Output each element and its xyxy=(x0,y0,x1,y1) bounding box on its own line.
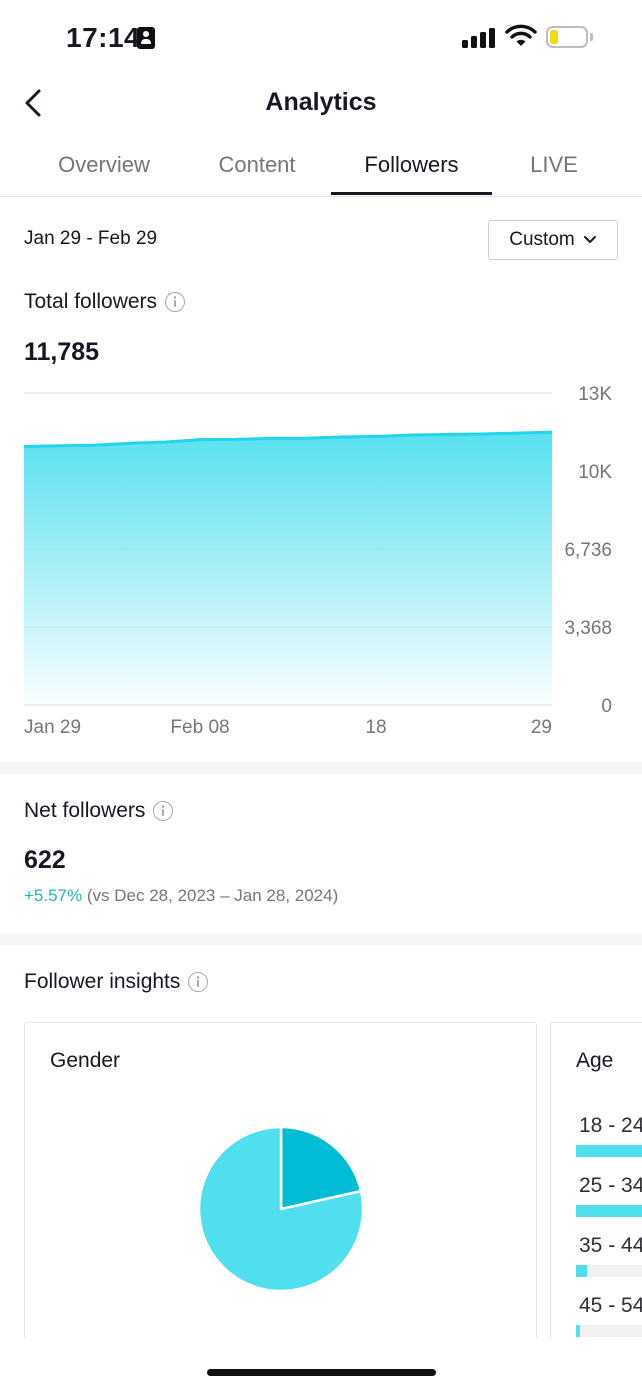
age-bar-track xyxy=(576,1325,642,1337)
status-time: 17:14 xyxy=(66,22,141,53)
age-group-label: 25 - 34 xyxy=(579,1174,642,1197)
tab-followers[interactable]: Followers xyxy=(364,152,459,177)
age-bar-fill xyxy=(576,1265,587,1277)
custom-dropdown-label: Custom xyxy=(509,229,575,250)
page-title: Analytics xyxy=(265,88,377,116)
age-group-label: 35 - 44 xyxy=(579,1234,642,1257)
net-followers-heading: Net followers xyxy=(24,799,174,823)
cellular-signal-icon xyxy=(462,28,496,48)
net-followers-change: +5.57% (vs Dec 28, 2023 – Jan 28, 2024) xyxy=(24,886,338,906)
tab-overview[interactable]: Overview xyxy=(58,152,150,177)
age-bar-track xyxy=(576,1265,642,1277)
age-bar-fill xyxy=(576,1325,580,1337)
x-tick-label: 18 xyxy=(365,717,386,738)
net-followers-label: Net followers xyxy=(24,799,146,822)
series-line xyxy=(23,430,553,448)
total-followers-label: Total followers xyxy=(24,290,158,313)
gender-card[interactable]: Gender xyxy=(24,1022,537,1352)
home-indicator[interactable] xyxy=(207,1369,436,1376)
info-icon[interactable] xyxy=(153,801,174,821)
age-group-label: 45 - 54 xyxy=(579,1294,642,1317)
total-followers-heading: Total followers xyxy=(24,290,186,314)
age-card-title: Age xyxy=(576,1049,614,1072)
change-percent: +5.57% xyxy=(24,886,83,905)
info-icon[interactable] xyxy=(188,972,209,992)
age-group-label: 18 - 24 xyxy=(579,1114,642,1137)
y-tick-label: 3,368 xyxy=(564,618,612,639)
comparison-period: (vs Dec 28, 2023 – Jan 28, 2024) xyxy=(86,886,339,905)
section-divider xyxy=(0,762,642,774)
back-arrow-icon[interactable] xyxy=(18,86,50,120)
bottom-safe-area xyxy=(0,1338,642,1389)
contact-card-icon xyxy=(137,27,155,49)
wifi-icon xyxy=(505,24,537,46)
tab-bar: Overview Content Followers LIVE xyxy=(0,140,642,197)
net-followers-value: 622 xyxy=(24,846,66,874)
age-bar-fill xyxy=(576,1145,642,1157)
active-tab-indicator xyxy=(331,192,492,195)
y-tick-label: 13K xyxy=(578,384,612,405)
total-followers-value: 11,785 xyxy=(24,338,100,366)
section-divider xyxy=(0,933,642,945)
chevron-down-icon xyxy=(583,236,596,243)
status-bar: 17:14 xyxy=(0,0,642,76)
follower-insights-heading: Follower insights xyxy=(24,970,209,994)
x-tick-label: Feb 08 xyxy=(170,717,229,738)
age-bar-track xyxy=(576,1145,642,1157)
gender-pie-chart xyxy=(197,1125,365,1293)
y-tick-label: 6,736 xyxy=(564,540,612,561)
y-tick-label: 0 xyxy=(601,696,612,717)
info-icon[interactable] xyxy=(165,292,186,312)
total-followers-chart: 13K 10K 6,736 3,368 0 Jan 29 Feb 08 18 29 xyxy=(23,384,612,738)
gender-card-title: Gender xyxy=(50,1049,121,1072)
custom-date-dropdown[interactable]: Custom xyxy=(488,220,618,260)
follower-insights-label: Follower insights xyxy=(24,970,181,993)
age-card[interactable]: Age 18 - 24 25 - 34 35 - 44 45 - 54 xyxy=(550,1022,642,1352)
x-tick-label: 29 xyxy=(531,717,552,738)
battery-icon xyxy=(546,26,588,48)
date-range-label: Jan 29 - Feb 29 xyxy=(24,228,158,249)
pie-slice[interactable] xyxy=(279,1125,363,1211)
age-bar-track xyxy=(576,1205,642,1217)
tab-live[interactable]: LIVE xyxy=(530,152,578,177)
x-tick-label: Jan 29 xyxy=(24,717,81,738)
pie-slice[interactable] xyxy=(197,1125,365,1293)
age-bar-fill xyxy=(576,1205,642,1217)
tab-content[interactable]: Content xyxy=(218,152,296,177)
battery-tip xyxy=(590,33,593,41)
y-tick-label: 10K xyxy=(578,462,612,483)
area-fill xyxy=(24,432,552,705)
